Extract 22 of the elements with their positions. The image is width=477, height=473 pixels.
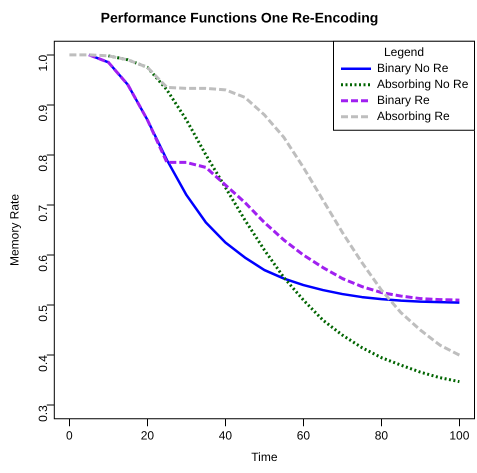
x-tick-label: 60 [296, 428, 310, 443]
y-tick-label: 0.6 [36, 254, 50, 272]
x-tick-label: 0 [66, 428, 74, 443]
y-tick-label: 0.3 [36, 404, 50, 422]
x-tick-label: 100 [449, 428, 470, 443]
y-tick-label: 0.7 [36, 204, 50, 222]
x-tick-label: 80 [374, 428, 388, 443]
x-tick-label: 20 [140, 428, 154, 443]
y-tick-label: 0.5 [36, 304, 50, 322]
y-axis-title: Memory Rate [8, 194, 22, 266]
legend-label: Binary No Re [377, 61, 449, 76]
chart-title: Performance Functions One Re-Encoding [100, 9, 378, 26]
legend-label: Absorbing No Re [377, 77, 469, 92]
legend-label: Absorbing Re [377, 109, 450, 124]
legend-title: Legend [384, 45, 424, 60]
y-tick-label: 0.4 [36, 354, 50, 372]
y-tick-label: 1.0 [36, 54, 50, 72]
legend-label: Binary Re [377, 93, 430, 108]
x-tick-label: 40 [218, 428, 232, 443]
y-tick-label: 0.9 [36, 104, 50, 122]
x-axis-title: Time [251, 450, 278, 464]
y-tick-label: 0.8 [36, 154, 50, 172]
